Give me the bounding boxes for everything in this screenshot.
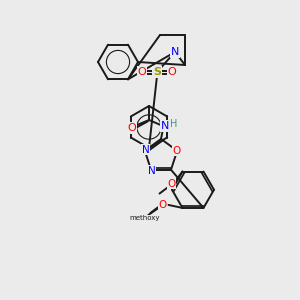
Text: N: N (148, 166, 156, 176)
Text: N: N (161, 121, 169, 131)
Text: O: O (172, 146, 180, 156)
Text: S: S (153, 67, 161, 77)
Text: H: H (170, 119, 178, 129)
Text: O: O (158, 200, 166, 210)
Text: N: N (171, 47, 179, 57)
Text: O: O (167, 178, 175, 189)
Text: O: O (128, 123, 136, 133)
Text: N: N (142, 145, 150, 155)
Text: methoxy: methoxy (129, 215, 160, 221)
Text: O: O (168, 67, 176, 77)
Text: O: O (138, 67, 146, 77)
